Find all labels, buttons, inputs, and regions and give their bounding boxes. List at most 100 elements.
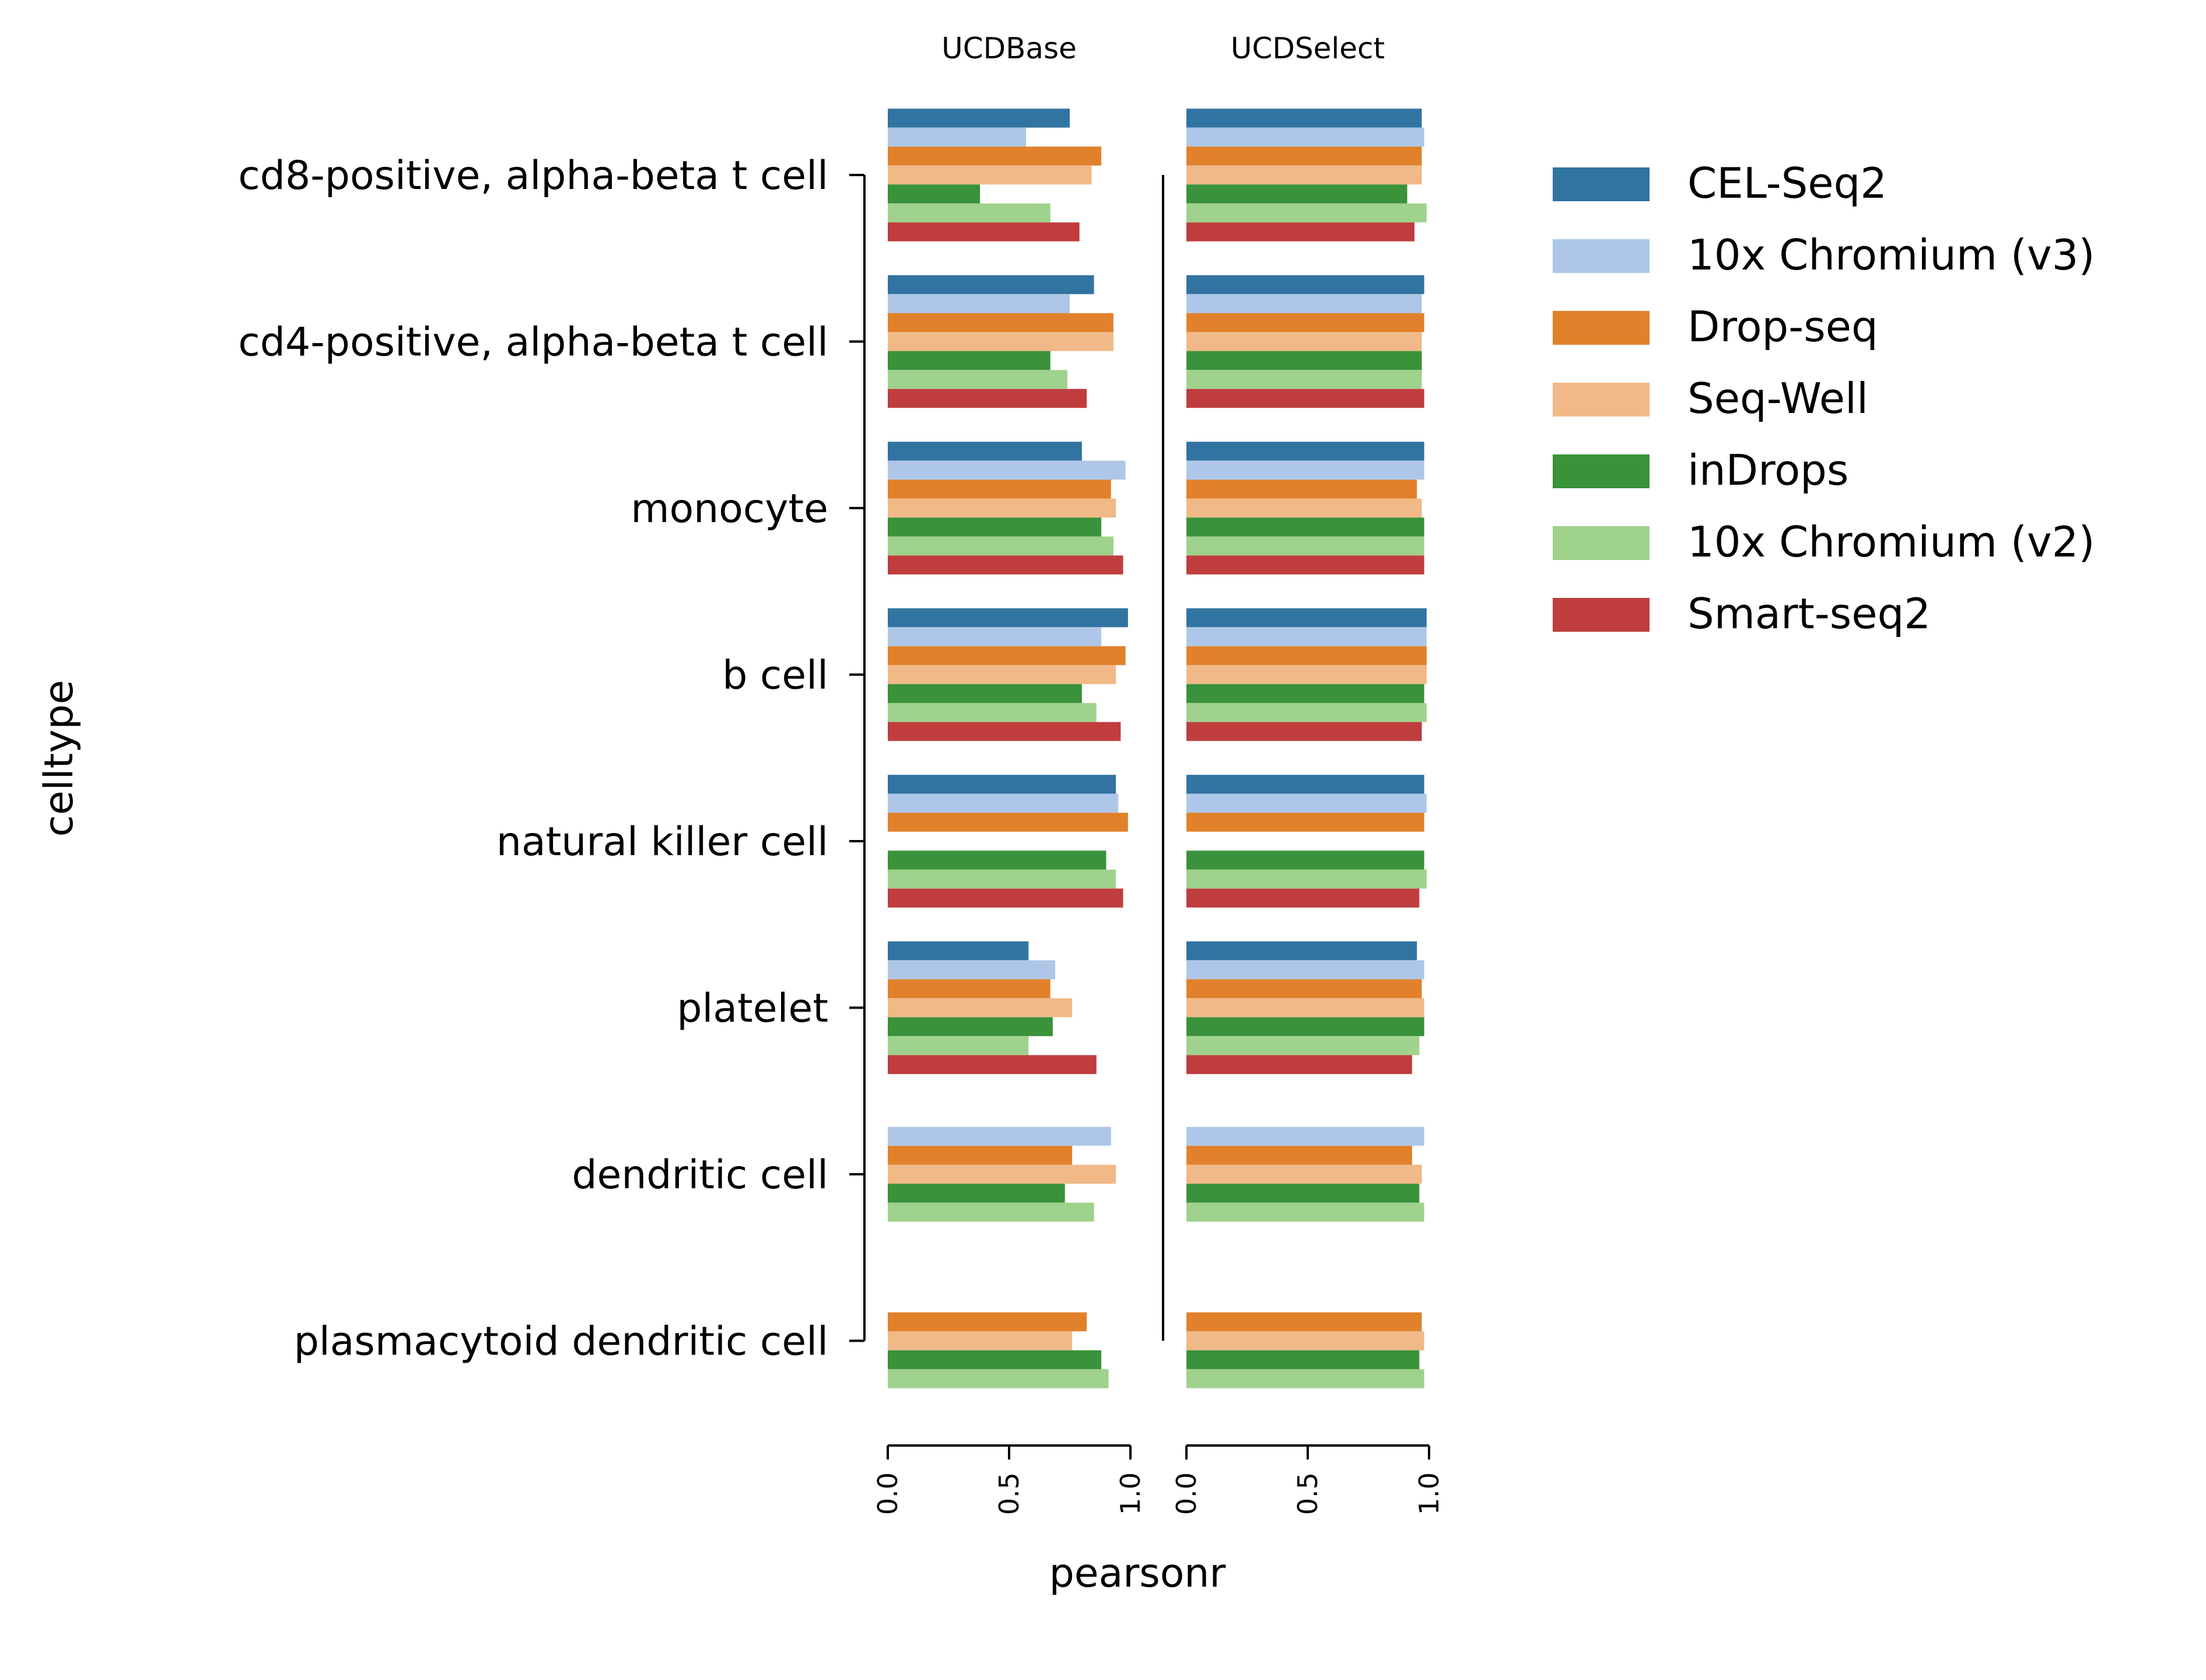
bar xyxy=(1186,313,1424,332)
bar xyxy=(888,275,1094,295)
bar xyxy=(888,813,1128,832)
bar xyxy=(1186,998,1424,1017)
bar xyxy=(888,146,1102,166)
bar xyxy=(1186,646,1427,666)
bar xyxy=(888,979,1051,999)
x-tick-label: 0.0 xyxy=(872,1472,904,1515)
bar xyxy=(888,646,1126,666)
bar xyxy=(1186,869,1427,889)
legend-label: inDrops xyxy=(1687,446,1848,495)
bar xyxy=(1186,1055,1412,1074)
bar xyxy=(1186,850,1424,870)
bar xyxy=(1186,722,1422,741)
bar xyxy=(1186,108,1422,128)
bar xyxy=(1186,294,1422,313)
panel-title: UCDBase xyxy=(941,32,1077,65)
bar xyxy=(1186,146,1422,166)
bar xyxy=(888,222,1080,242)
bar xyxy=(1186,1017,1424,1037)
legend-item: Drop-seq xyxy=(1553,302,1878,351)
bar xyxy=(888,1126,1111,1146)
x-tick-label: 1.0 xyxy=(1115,1472,1146,1515)
bar xyxy=(888,941,1029,961)
y-tick-label: monocyte xyxy=(631,486,828,532)
bar xyxy=(1186,370,1422,389)
bar xyxy=(1186,1184,1420,1203)
panel-0: UCDBase 0.0 0.5 1.0 xyxy=(872,32,1146,1515)
bar xyxy=(1186,203,1427,223)
bar xyxy=(888,1369,1109,1388)
bar xyxy=(888,460,1126,480)
bar xyxy=(1186,888,1420,908)
bar xyxy=(888,127,1027,147)
bar xyxy=(888,1350,1102,1370)
bar xyxy=(1186,351,1422,370)
bar xyxy=(1186,480,1417,499)
bar xyxy=(1186,517,1424,537)
bar xyxy=(888,294,1070,313)
legend-swatch xyxy=(1553,167,1650,201)
bar xyxy=(1186,703,1427,722)
bar xyxy=(1186,165,1422,185)
x-tick-label: 0.5 xyxy=(993,1472,1025,1515)
legend-label: Drop-seq xyxy=(1687,302,1878,351)
bar xyxy=(1186,442,1424,461)
bar xyxy=(888,442,1082,461)
bar xyxy=(888,480,1111,499)
bar xyxy=(1186,1036,1420,1055)
bar xyxy=(888,793,1119,813)
bar xyxy=(888,1017,1053,1037)
bar xyxy=(1186,1126,1424,1146)
bar xyxy=(888,536,1113,556)
bar xyxy=(1186,184,1407,204)
bar xyxy=(1186,684,1424,704)
y-tick-label: cd4-positive, alpha-beta t cell xyxy=(238,320,828,366)
bar xyxy=(1186,608,1427,628)
y-tick-label: dendritic cell xyxy=(572,1152,828,1198)
legend-item: Smart-seq2 xyxy=(1553,589,1931,638)
bar xyxy=(888,1055,1097,1074)
y-tick-label: b cell xyxy=(722,653,828,699)
bar xyxy=(1186,275,1424,295)
bar xyxy=(888,313,1113,332)
bar xyxy=(1186,665,1427,684)
bar xyxy=(888,608,1128,628)
bar xyxy=(1186,1146,1412,1165)
bar xyxy=(888,1036,1029,1055)
bar xyxy=(888,1164,1116,1184)
y-tick-label: platelet xyxy=(677,986,828,1032)
bar xyxy=(1186,775,1424,794)
legend-swatch xyxy=(1553,526,1650,560)
chart-panels: UCDBase 0.0 0.5 1.0 UCDSelect 0.0 0.5 1.0 xyxy=(872,32,1445,1515)
bar xyxy=(888,775,1116,794)
legend-swatch xyxy=(1553,311,1650,345)
legend-label: Smart-seq2 xyxy=(1687,589,1931,638)
bar xyxy=(1186,127,1424,147)
bar xyxy=(1186,1331,1424,1350)
bar xyxy=(1186,332,1422,351)
bar xyxy=(1186,388,1424,408)
legend-swatch xyxy=(1553,454,1650,488)
bar xyxy=(888,351,1051,370)
bar xyxy=(888,665,1116,684)
panel-title: UCDSelect xyxy=(1231,32,1385,65)
bar xyxy=(888,1312,1087,1332)
legend-label: 10x Chromium (v3) xyxy=(1687,230,2095,279)
bar xyxy=(888,203,1051,223)
legend-item: 10x Chromium (v2) xyxy=(1553,517,2095,566)
bar xyxy=(888,498,1116,518)
bar xyxy=(1186,460,1424,480)
bar xyxy=(1186,555,1424,575)
bar xyxy=(1186,1202,1424,1222)
bar xyxy=(1186,1350,1420,1370)
x-tick-label: 0.5 xyxy=(1292,1472,1323,1515)
x-tick-label: 1.0 xyxy=(1413,1472,1445,1515)
bar xyxy=(888,869,1116,889)
bar xyxy=(888,370,1067,389)
legend-item: 10x Chromium (v3) xyxy=(1553,230,2095,279)
bar xyxy=(888,960,1056,979)
bar xyxy=(1186,960,1424,979)
legend-swatch xyxy=(1553,383,1650,416)
bar xyxy=(888,1202,1094,1222)
